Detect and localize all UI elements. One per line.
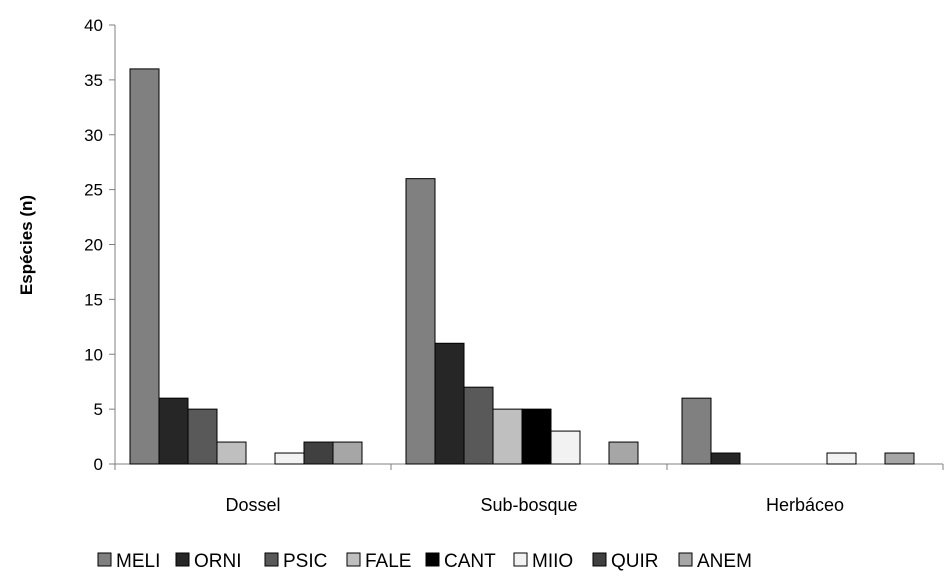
x-category-label: Herbáceo	[766, 495, 844, 515]
legend-label-anem: ANEM	[697, 551, 752, 572]
legend-label-cant: CANT	[444, 551, 496, 572]
bar-quir-dossel	[303, 441, 334, 465]
bar-meli-sub-bosque	[405, 178, 436, 465]
y-tick-label: 20	[84, 236, 103, 255]
bar-orni-sub-bosque	[434, 342, 465, 465]
bars	[129, 68, 915, 465]
legend-swatch-orni	[175, 552, 190, 567]
legend-label-psic: PSIC	[283, 551, 327, 572]
legend-swatch-quir	[592, 552, 607, 567]
legend-label-orni: ORNI	[194, 551, 242, 572]
bar-anem-dossel	[332, 441, 363, 465]
x-category-label: Dossel	[225, 495, 280, 515]
bar-miio-herbáceo	[826, 452, 857, 465]
y-tick-label: 30	[84, 126, 103, 145]
bar-orni-herbáceo	[710, 452, 741, 465]
legend-swatch-psic	[264, 552, 279, 567]
bar-anem-sub-bosque	[608, 441, 639, 465]
y-tick-label: 10	[84, 345, 103, 364]
y-tick-label: 5	[94, 400, 103, 419]
legend-swatch-anem	[678, 552, 693, 567]
legend-swatch-meli	[97, 552, 112, 567]
legend-label-meli: MELI	[116, 551, 160, 572]
bar-anem-herbáceo	[884, 452, 915, 465]
bar-psic-dossel	[187, 408, 218, 465]
legend-swatch-miio	[513, 552, 528, 567]
y-tick-label: 0	[94, 455, 103, 474]
bar-miio-dossel	[274, 452, 305, 465]
x-category-label: Sub-bosque	[480, 495, 577, 515]
legend-swatch-fale	[346, 552, 361, 567]
bar-fale-sub-bosque	[492, 408, 523, 465]
legend-label-fale: FALE	[365, 551, 411, 572]
legend-label-miio: MIIO	[532, 551, 573, 572]
legend: MELI ORNI PSIC FALE CANT MIIO QUIR ANEM	[97, 551, 752, 572]
bar-psic-sub-bosque	[463, 386, 494, 465]
y-axis-label: Espécies (n)	[17, 195, 36, 295]
y-tick-label: 25	[84, 181, 103, 200]
bar-cant-sub-bosque	[521, 408, 552, 465]
legend-swatch-cant	[425, 552, 440, 567]
x-axis: Dossel Sub-bosque Herbáceo	[114, 463, 944, 515]
y-tick-label: 40	[84, 16, 103, 35]
y-tick-label: 15	[84, 290, 103, 309]
legend-label-quir: QUIR	[611, 551, 659, 572]
bar-meli-herbáceo	[681, 397, 712, 465]
bar-miio-sub-bosque	[550, 430, 581, 465]
bar-fale-dossel	[216, 441, 247, 465]
y-axis: 0 5 10 15 20 25 30 35 40	[84, 16, 116, 474]
y-tick-label: 35	[84, 71, 103, 90]
bar-orni-dossel	[158, 397, 189, 465]
bar-meli-dossel	[129, 68, 160, 465]
